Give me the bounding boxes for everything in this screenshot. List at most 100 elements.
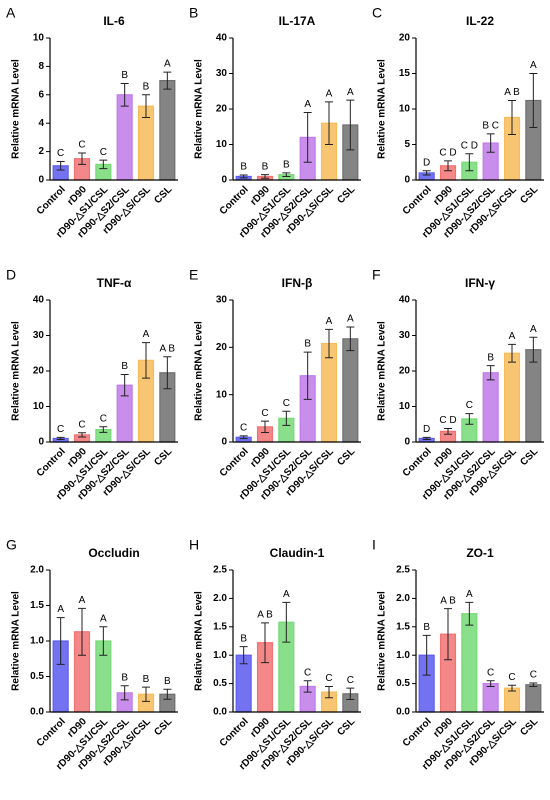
error-bar (422, 436, 431, 441)
error-bar (325, 328, 333, 359)
significance-letter: C (347, 675, 354, 686)
significance-letter: A (530, 60, 537, 71)
y-tick-label: 2.0 (396, 593, 410, 604)
chart-title: ZO-1 (466, 546, 494, 560)
error-bar (346, 99, 355, 151)
error-bar (163, 688, 172, 700)
y-tick-label: 20 (399, 366, 411, 377)
significance-letter: C (78, 140, 85, 151)
x-tick-label: CSL (152, 716, 174, 738)
error-bar (99, 626, 108, 656)
error-bar (303, 351, 312, 400)
error-bar (99, 159, 108, 170)
error-bar (78, 607, 86, 656)
significance-letter: C (261, 408, 268, 419)
significance-letter: A B (440, 595, 456, 606)
significance-letter: A (530, 324, 537, 335)
significance-letter: A (509, 331, 516, 342)
y-tick-label: 20 (216, 342, 228, 353)
y-tick-label: 1.5 (213, 621, 227, 632)
error-bar (163, 71, 172, 90)
significance-letter: A (100, 613, 107, 624)
panel-label: F (372, 267, 381, 283)
chart-title: Claudin-1 (270, 546, 325, 560)
panel-label: I (372, 537, 376, 553)
error-bar (99, 426, 108, 433)
error-bar (56, 617, 65, 665)
y-axis-label: Relative mRNA Level (377, 591, 388, 691)
error-bar (282, 172, 291, 177)
bar (482, 372, 499, 443)
y-tick-label: 10 (33, 401, 45, 412)
significance-letter: B (423, 622, 430, 633)
error-bar (346, 687, 355, 701)
error-bar (282, 410, 291, 426)
error-bar (303, 112, 312, 163)
significance-letter: C D (461, 140, 478, 151)
error-bar (465, 413, 474, 425)
significance-letter: B (143, 81, 150, 92)
significance-letter: A (326, 316, 333, 327)
y-axis-label: Relative mRNA Level (11, 591, 22, 691)
panel-label: A (6, 5, 16, 21)
y-tick-label: 20 (399, 33, 411, 44)
y-tick-label: 0.0 (30, 707, 44, 718)
significance-letter: B (283, 160, 290, 171)
bar (342, 338, 359, 443)
panel-label: B (189, 5, 198, 21)
significance-letter: C (78, 419, 85, 430)
panel-label: H (189, 537, 199, 553)
y-axis-label: Relative mRNA Level (11, 321, 22, 421)
significance-letter: A (164, 59, 171, 70)
bar (503, 352, 521, 443)
y-axis-label: Relative mRNA Level (194, 321, 205, 421)
error-bar (261, 174, 269, 179)
significance-letter: A (79, 595, 86, 606)
error-bar (56, 161, 65, 171)
error-bar (142, 686, 150, 702)
error-bar (346, 326, 355, 352)
significance-letter: B (143, 674, 150, 685)
y-tick-label: 2.0 (213, 593, 227, 604)
bar (116, 94, 133, 181)
y-tick-label: 10 (33, 33, 45, 44)
error-bar (529, 73, 538, 128)
error-bar (465, 601, 474, 626)
error-bar (261, 622, 269, 664)
chart-title: IL-6 (103, 14, 125, 28)
error-bar (486, 680, 495, 687)
panel-label: G (6, 537, 17, 553)
significance-letter: A B (504, 87, 520, 98)
error-bar (508, 99, 516, 136)
error-bar (142, 94, 150, 119)
error-bar (422, 170, 431, 176)
significance-letter: A (283, 589, 290, 600)
significance-letter: C (100, 147, 107, 158)
error-bar (239, 646, 248, 665)
y-tick-label: 1.5 (396, 621, 410, 632)
significance-letter: A (347, 314, 354, 325)
significance-letter: D (423, 424, 430, 435)
y-axis-label: Relative mRNA Level (11, 59, 22, 159)
panel-label: E (189, 267, 198, 283)
error-bar (303, 680, 312, 693)
y-tick-label: 30 (216, 68, 228, 79)
y-tick-label: 0 (404, 437, 410, 448)
significance-letter: C (57, 424, 64, 435)
significance-letter: C (466, 400, 473, 411)
y-tick-label: 0.0 (396, 707, 410, 718)
panel-label: C (372, 5, 382, 21)
significance-letter: B C (482, 120, 499, 131)
chart-title: IFN-β (282, 276, 313, 290)
error-bar (120, 374, 129, 397)
significance-letter: C (487, 667, 494, 678)
x-tick-label: Control (401, 446, 434, 479)
significance-letter: A B (257, 609, 273, 620)
significance-letter: B (121, 361, 128, 372)
y-axis-label: Relative mRNA Level (377, 59, 388, 159)
error-bar (486, 365, 495, 381)
significance-letter: A (57, 604, 64, 615)
error-bar (120, 685, 129, 701)
x-tick-label: CSL (152, 184, 174, 206)
